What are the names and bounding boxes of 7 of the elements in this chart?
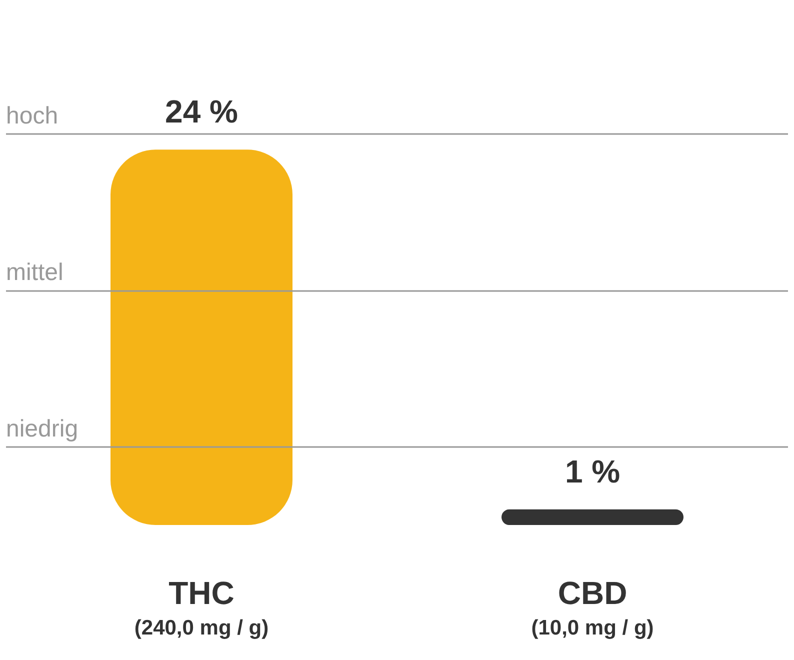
x-tick-label: THC (240,0 mg / g) xyxy=(134,575,269,640)
ref-line-label: niedrig xyxy=(6,415,78,442)
data-label: 1 % xyxy=(564,453,620,490)
ref-line-label: mittel xyxy=(6,258,64,286)
x-tick-label: CBD (10,0 mg / g) xyxy=(531,575,654,640)
ref-line-label: hoch xyxy=(6,102,58,130)
data-label: 24 % xyxy=(165,94,238,130)
